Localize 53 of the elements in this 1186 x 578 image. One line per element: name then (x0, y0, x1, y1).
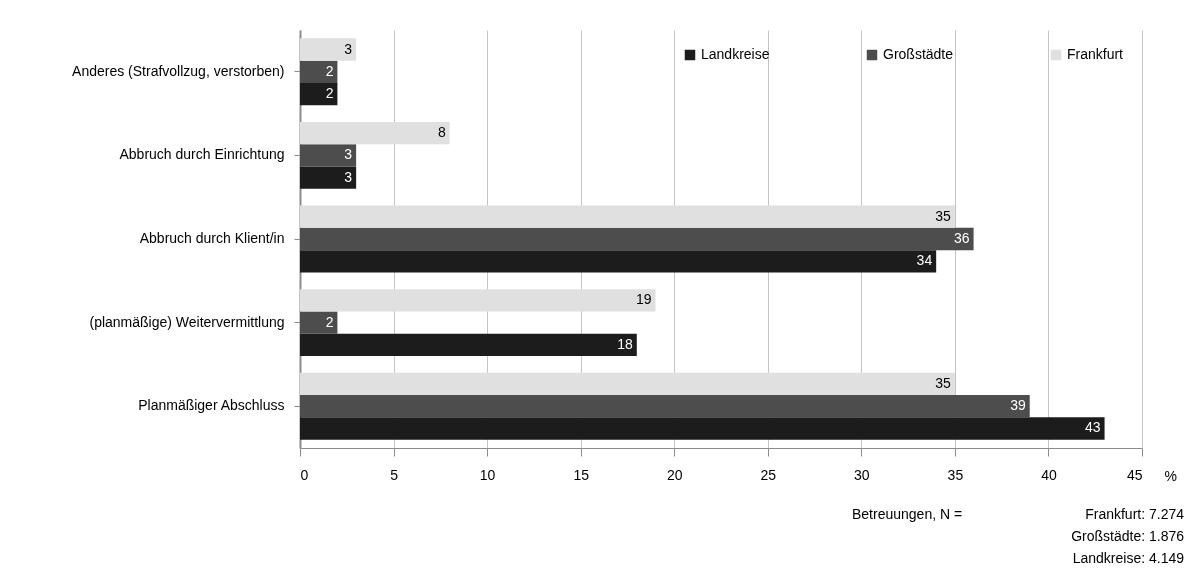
text: Frankfurt: 7.274 (1085, 506, 1185, 522)
y-tick-label: Abbruch durch Einrichtung (119, 146, 285, 163)
text: Großstädte: 1.876 (1071, 528, 1185, 544)
bar (300, 250, 937, 273)
data-label: 3 (344, 146, 353, 163)
y-tick-label: (planmäßige) Weitervermittlung (89, 313, 285, 330)
data-label: 2 (325, 313, 334, 330)
text: Betreuungen, N = (852, 506, 963, 522)
bar (300, 82, 338, 106)
bar (300, 417, 1105, 440)
bar (300, 311, 338, 334)
data-label: 2 (325, 85, 334, 102)
x-tick-label: 25 (760, 466, 777, 483)
x-tick-label: 30 (854, 466, 870, 483)
x-tick-label: 40 (1041, 466, 1057, 483)
bar (300, 205, 955, 228)
bar (300, 38, 357, 61)
x-tick-label: 45 (1126, 466, 1143, 483)
data-label: 8 (437, 124, 446, 141)
legend-label: Großstädte (883, 46, 954, 62)
bar (300, 166, 357, 189)
bar (300, 289, 656, 312)
x-tick-label: 35 (947, 466, 964, 483)
bar (300, 395, 1030, 418)
legend-label: Frankfurt (1067, 46, 1124, 62)
y-tick-label: Anderes (Strafvollzug, verstorben) (72, 62, 285, 79)
x-tick-label: 10 (479, 466, 496, 483)
data-label: 18 (617, 335, 634, 352)
y-tick-label: Abbruch durch Klient/in (139, 230, 285, 246)
bar (300, 144, 357, 167)
data-label: 34 (916, 252, 933, 269)
data-label: 39 (1010, 397, 1026, 414)
data-label: 19 (635, 291, 652, 308)
x-tick-label: 0 (300, 466, 309, 483)
x-axis-title: % (1164, 467, 1177, 484)
bar (300, 227, 974, 251)
y-tick-label: Planmäßiger Abschluss (138, 397, 285, 414)
x-tick-label: 15 (573, 466, 590, 483)
data-label: 2 (325, 62, 334, 79)
data-label: 36 (954, 230, 970, 246)
data-label: 3 (344, 168, 353, 185)
data-label: 35 (935, 207, 952, 224)
bar (300, 60, 338, 83)
x-tick-label: 5 (390, 466, 399, 483)
legend-label: Landkreise (701, 46, 770, 62)
text: Landkreise: 4.149 (1072, 550, 1185, 566)
bar (300, 121, 450, 145)
x-tick-label: 20 (666, 466, 683, 483)
data-label: 35 (935, 374, 952, 391)
data-label: 3 (344, 40, 353, 57)
data-label: 43 (1085, 419, 1101, 436)
bar (300, 372, 955, 396)
bar (300, 333, 637, 357)
